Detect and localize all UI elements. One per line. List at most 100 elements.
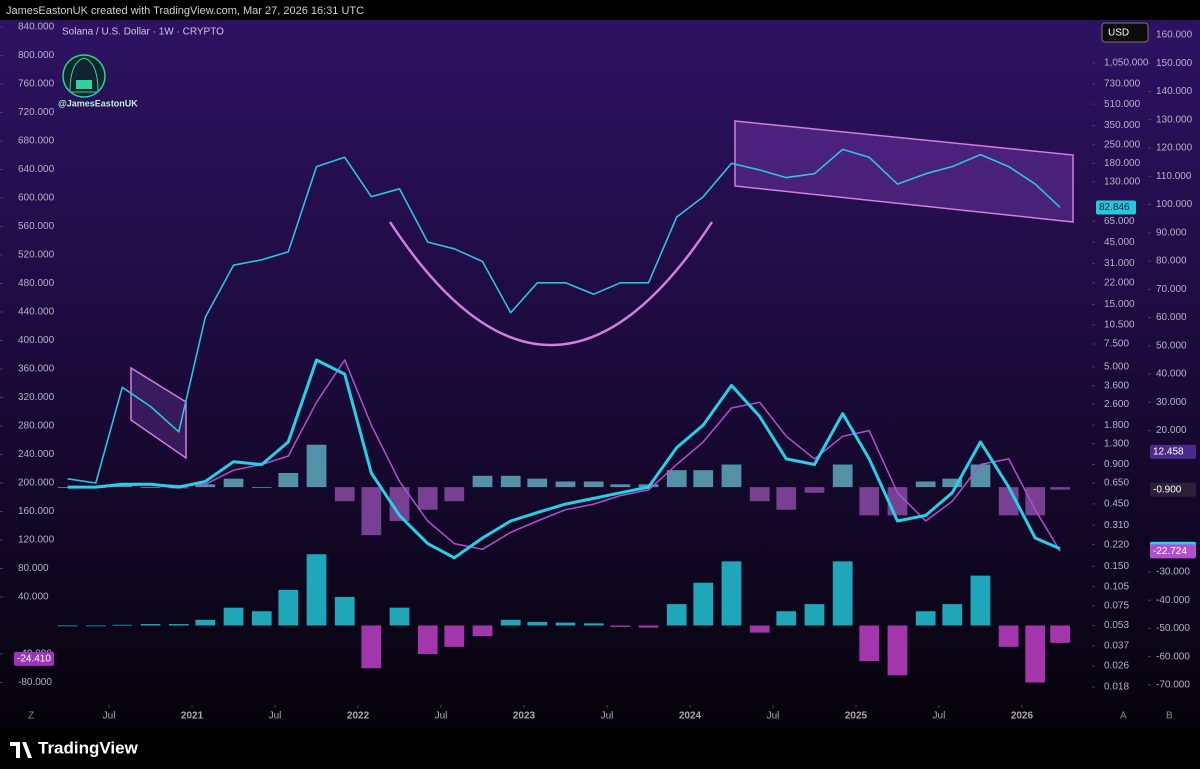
histogram-bar: [666, 604, 687, 626]
histogram-bar: [140, 487, 161, 488]
y-tick-label: 510.000: [1104, 99, 1141, 110]
y-tick-label: 10.500: [1104, 320, 1135, 331]
histogram-bar: [915, 611, 936, 626]
y-tick-label: 320.000: [18, 392, 55, 403]
histogram-bar: [666, 470, 687, 488]
y-tick-label: 0.075: [1104, 600, 1129, 611]
histogram-bar: [583, 623, 604, 626]
y-tick-label: 0.018: [1104, 682, 1129, 693]
y-tick-label: 250.000: [1104, 139, 1141, 150]
histogram-bar: [1025, 625, 1046, 683]
y-tick-label: 560.000: [18, 221, 55, 232]
histogram-bar: [278, 472, 299, 488]
y-tick-label: 360.000: [18, 364, 55, 375]
y-tick-label: -70.000: [1156, 680, 1190, 691]
y-tick-label: 480.000: [18, 278, 55, 289]
histogram-bar: [444, 487, 465, 502]
x-tick-label: 2026: [1011, 711, 1034, 722]
histogram-bar: [472, 625, 493, 637]
x-tick-label: Jul: [933, 711, 946, 722]
y-tick-label: 600.000: [18, 193, 55, 204]
histogram-bar: [970, 464, 991, 488]
y-tick-label: 400.000: [18, 335, 55, 346]
currency-box[interactable]: [1101, 22, 1149, 43]
y-tick-label: -80.000: [18, 677, 52, 688]
footer-logo-mark: [10, 742, 32, 758]
histogram-bar: [832, 561, 853, 626]
histogram-bar: [721, 561, 742, 626]
histogram-bar: [749, 487, 770, 502]
y-tick-label: 840.000: [18, 22, 55, 33]
footer-logo-text: TradingView: [38, 738, 139, 757]
y-tick-label: 1.800: [1104, 420, 1129, 431]
x-tick-label: Jul: [103, 711, 116, 722]
y-tick-label: 100.000: [1156, 199, 1193, 210]
y-tick-label: 640.000: [18, 164, 55, 175]
histogram-bar: [306, 444, 327, 488]
x-tick-label: Jul: [435, 711, 448, 722]
histogram-bar: [85, 625, 106, 627]
histogram-bar: [140, 624, 161, 626]
y-tick-label: 760.000: [18, 79, 55, 90]
histogram-bar: [804, 487, 825, 493]
y-tick-label: 80.000: [18, 563, 49, 574]
y-tick-label: 30.000: [1156, 397, 1187, 408]
value-badge-label: 82.846: [1099, 202, 1130, 213]
histogram-bar: [804, 604, 825, 626]
histogram-bar: [970, 575, 991, 626]
y-tick-label: 120.000: [1156, 143, 1193, 154]
histogram-bar: [472, 475, 493, 488]
histogram-bar: [776, 611, 797, 626]
y-tick-label: -40.000: [1156, 595, 1190, 606]
y-tick-label: 60.000: [1156, 312, 1187, 323]
value-badge-label: 12.458: [1153, 447, 1184, 458]
y-tick-label: 160.000: [18, 506, 55, 517]
bottom-button[interactable]: B: [1166, 711, 1173, 722]
y-tick-label: 130.000: [1156, 114, 1193, 125]
footer-logo: [10, 742, 32, 758]
histogram-bar: [223, 607, 244, 626]
histogram-bar: [693, 582, 714, 626]
y-tick-label: 350.000: [1104, 120, 1141, 131]
y-tick-label: 40.000: [18, 592, 49, 603]
histogram-bar: [1025, 487, 1046, 516]
plot-background: [0, 20, 1200, 728]
y-tick-label: 120.000: [18, 535, 55, 546]
y-tick-label: 130.000: [1104, 176, 1141, 187]
histogram-bar: [942, 604, 963, 626]
y-tick-label: 1,050.000: [1104, 58, 1149, 69]
histogram-bar: [278, 589, 299, 626]
y-tick-label: 140.000: [1156, 86, 1193, 97]
x-tick-label: 2025: [845, 711, 868, 722]
y-tick-label: 0.650: [1104, 478, 1129, 489]
histogram-bar: [887, 625, 908, 676]
line-series: [67, 358, 1061, 560]
x-tick-label: 2024: [679, 711, 702, 722]
y-tick-label: 20.000: [1156, 425, 1187, 436]
currency-label[interactable]: USD: [1108, 28, 1129, 39]
footer-bar: [0, 728, 1200, 769]
histogram-bar: [583, 481, 604, 488]
histogram-bar: [610, 484, 631, 488]
bottom-button[interactable]: A: [1120, 711, 1127, 722]
histogram-bar: [57, 625, 78, 627]
y-tick-label: 180.000: [1104, 158, 1141, 169]
y-tick-label: 720.000: [18, 107, 55, 118]
histogram-bar: [638, 625, 659, 628]
header-bar: [0, 0, 1200, 20]
x-tick-label: Jul: [269, 711, 282, 722]
histogram-bar: [417, 625, 438, 654]
bottom-button[interactable]: Z: [28, 711, 34, 722]
cup-curve: [388, 221, 714, 347]
histogram-bar: [389, 487, 410, 522]
x-tick-label: Jul: [767, 711, 780, 722]
value-badge: [1096, 200, 1136, 215]
x-tick-label: 2023: [513, 711, 536, 722]
y-tick-label: -50.000: [1156, 623, 1190, 634]
y-tick-label: -60.000: [1156, 651, 1190, 662]
histogram-bar: [555, 481, 576, 488]
histogram-bar: [610, 625, 631, 627]
y-tick-label: 730.000: [1104, 78, 1141, 89]
histogram-bar: [251, 487, 272, 488]
